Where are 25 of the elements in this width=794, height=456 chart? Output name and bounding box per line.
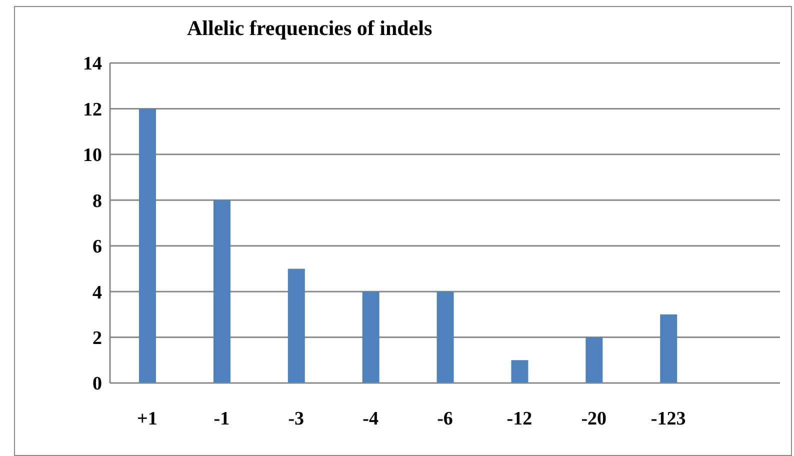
- x-tick-label: -6: [437, 408, 453, 430]
- y-tick-label: 14: [83, 54, 102, 75]
- bar: [436, 292, 454, 383]
- bar: [213, 200, 230, 383]
- bar: [139, 108, 156, 383]
- x-tick-label: -3: [288, 408, 304, 430]
- x-tick-label: -20: [581, 408, 607, 430]
- x-tick-label: -123: [650, 408, 686, 430]
- y-tick-label: 6: [92, 236, 102, 258]
- y-tick-label: 4: [92, 282, 102, 304]
- x-tick-label: -12: [506, 408, 532, 430]
- bar: [586, 337, 603, 383]
- chart-title: Allelic frequencies of indels: [187, 16, 432, 41]
- x-tick-label: -1: [214, 408, 230, 430]
- y-tick-label: 12: [83, 99, 102, 120]
- bar: [362, 292, 380, 383]
- x-tick-label: -4: [362, 408, 379, 430]
- y-tick-label: 8: [92, 190, 102, 212]
- bar: [660, 314, 678, 383]
- x-tick-label: +1: [137, 408, 158, 430]
- bar: [511, 360, 528, 383]
- y-tick-label: 10: [83, 145, 102, 166]
- y-tick-label: 2: [92, 328, 102, 350]
- bar: [288, 268, 305, 383]
- y-tick-label: 0: [92, 374, 102, 395]
